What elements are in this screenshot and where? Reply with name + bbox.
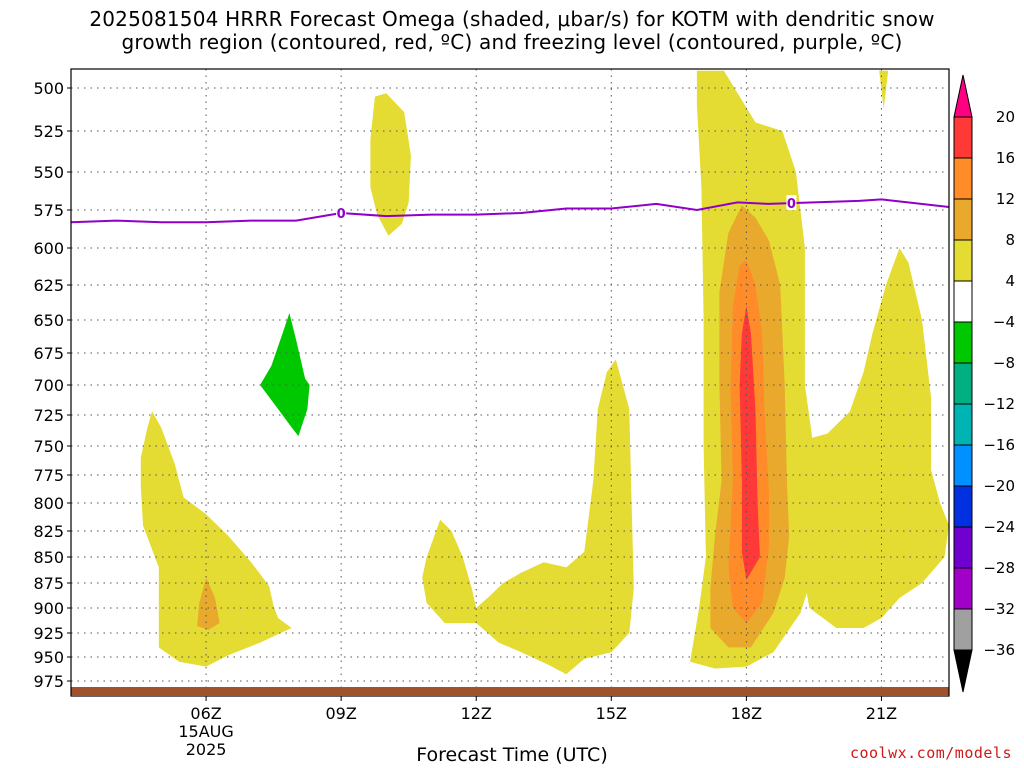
omega-region-neg4to8-green: [260, 313, 310, 437]
colorbar-label: 12: [996, 190, 1015, 208]
colorbar-label: −16: [983, 436, 1015, 454]
omega-region-4to8-upper-center: [370, 93, 411, 236]
colorbar-box: [953, 608, 973, 651]
colorbar-label: 8: [1005, 231, 1015, 249]
surface-band: [71, 687, 949, 695]
colorbar-label: −32: [983, 600, 1015, 618]
omega-region-4to8-east: [800, 248, 949, 628]
y-tick-label: 850: [33, 548, 64, 567]
x-tick-label: 18Z: [731, 704, 762, 723]
colorbar-top-arrow: [953, 74, 973, 118]
omega-region-4to8-center: [422, 359, 634, 675]
y-tick-label: 600: [33, 239, 64, 258]
x-tick-label: 12Z: [461, 704, 492, 723]
colorbar-label: −12: [983, 395, 1015, 413]
x-tick-label: 15Z: [596, 704, 627, 723]
y-tick-label: 825: [33, 522, 64, 541]
freezing-level-line: [71, 198, 949, 224]
freezing-label-bg: [786, 195, 797, 211]
watermark: coolwx.com/models: [849, 744, 1012, 762]
title-line-2: growth region (contoured, red, ºC) and f…: [121, 30, 903, 54]
colorbar-box: [953, 444, 973, 487]
colorbar-box: [953, 321, 973, 364]
y-tick-label: 550: [33, 163, 64, 182]
y-tick-label: 975: [33, 672, 64, 691]
y-tick-label: 675: [33, 344, 64, 363]
y-tick-label: 800: [33, 494, 64, 513]
x-tick-label: 09Z: [325, 704, 356, 723]
colorbar-box: [953, 280, 973, 323]
x-axis-title: Forecast Time (UTC): [416, 744, 608, 766]
y-tick-label: 525: [33, 122, 64, 141]
x-tick-label: 21Z: [866, 704, 897, 723]
freezing-level-label: 0: [337, 207, 346, 222]
colorbar-label: 16: [996, 149, 1015, 167]
colorbar-box: [953, 403, 973, 446]
omega-region-16to20-core: [739, 306, 760, 580]
colorbar-label: −24: [983, 518, 1015, 536]
y-tick-label: 875: [33, 574, 64, 593]
omega-region-4to8-west: [140, 411, 292, 667]
colorbar-box: [953, 116, 973, 159]
omega-region-4to8-top-right: [879, 70, 889, 109]
freezing-label-bg: [336, 205, 347, 221]
colorbar-label: −20: [983, 477, 1015, 495]
chart-title: 2025081504 HRRR Forecast Omega (shaded, …: [0, 8, 1024, 54]
colorbar-label: −36: [983, 641, 1015, 659]
plot-frame: [70, 68, 950, 697]
colorbar-label: 4: [1005, 272, 1015, 290]
colorbar-box: [953, 239, 973, 282]
y-tick-label: 725: [33, 406, 64, 425]
colorbar-label: −4: [993, 313, 1015, 331]
y-tick-label: 575: [33, 201, 64, 220]
x-tick-label: 06Z: [190, 704, 221, 723]
y-tick-label: 650: [33, 311, 64, 330]
y-tick-label: 950: [33, 648, 64, 667]
y-tick-label: 775: [33, 466, 64, 485]
colorbar-bottom-arrow: [953, 649, 973, 693]
colorbar-box: [953, 485, 973, 528]
colorbar-box: [953, 567, 973, 610]
colorbar-box: [953, 362, 973, 405]
title-line-1: 2025081504 HRRR Forecast Omega (shaded, …: [89, 7, 935, 31]
colorbar-label: 20: [996, 108, 1015, 126]
colorbar-label: −8: [993, 354, 1015, 372]
colorbar-box: [953, 526, 973, 569]
y-tick-label: 500: [33, 79, 64, 98]
y-tick-label: 625: [33, 276, 64, 295]
x-date-label: 2025: [186, 740, 227, 759]
x-date-label: 15AUG: [178, 722, 233, 741]
y-tick-label: 750: [33, 437, 64, 456]
y-tick-label: 925: [33, 624, 64, 643]
y-tick-label: 900: [33, 599, 64, 618]
colorbar-box: [953, 198, 973, 241]
freezing-level-label: 0: [787, 197, 796, 212]
colorbar-label: −28: [983, 559, 1015, 577]
omega-region-8to12-west: [197, 577, 220, 630]
colorbar-box: [953, 157, 973, 200]
y-tick-label: 700: [33, 376, 64, 395]
